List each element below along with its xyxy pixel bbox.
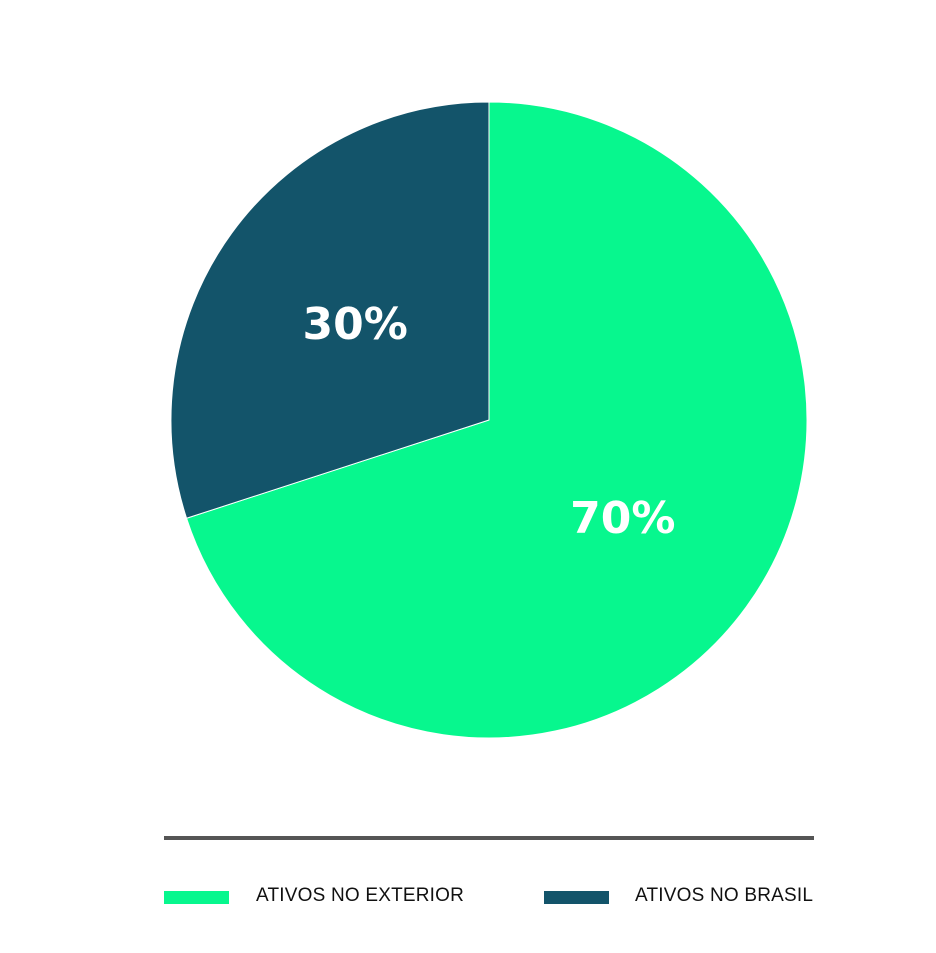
pie-slice-label-1: 30%	[303, 299, 408, 350]
pie-slice-1	[170, 101, 490, 519]
legend-label-exterior: ATIVOS NO EXTERIOR	[256, 885, 465, 906]
legend-label-brasil: ATIVOS NO BRASIL	[635, 885, 814, 906]
legend-divider	[164, 836, 814, 840]
pie-slice-label-0: 70%	[570, 493, 675, 544]
legend-swatch-brasil	[544, 891, 609, 904]
pie-slice-0	[185, 101, 808, 739]
legend-swatch-exterior	[164, 891, 229, 904]
